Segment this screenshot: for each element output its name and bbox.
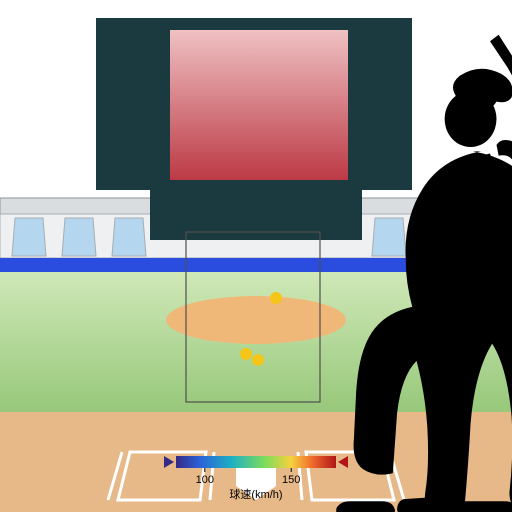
pitchers-mound [166,296,346,344]
pitch-marker [270,292,282,304]
stands-entrance [62,218,96,256]
pitch-marker [252,354,264,366]
stands-entrance [372,218,406,256]
stands-entrance [12,218,46,256]
colorbar-label: 球速(km/h) [229,487,282,501]
colorbar-tick-label: 100 [196,474,214,486]
speed-colorbar [176,456,336,468]
pitch-location-chart: 100 150球速(km/h) [0,0,512,512]
pitch-marker [240,348,252,360]
stands-entrance [112,218,146,256]
colorbar-tick-label: 150 [282,474,300,486]
scoreboard-screen [170,30,348,180]
